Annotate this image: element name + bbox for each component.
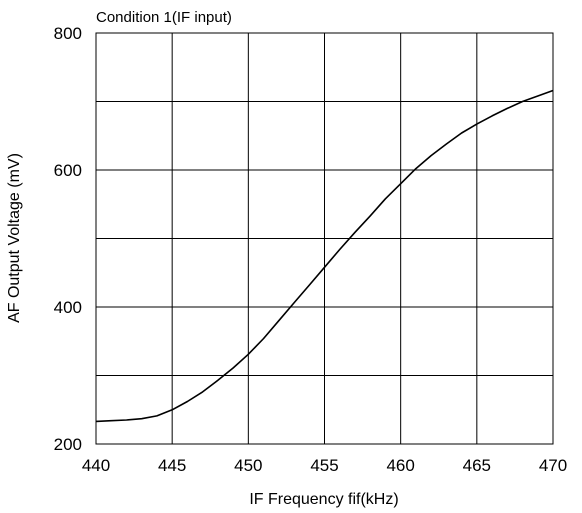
y-tick-label: 400	[54, 298, 82, 317]
x-tick-label: 470	[539, 456, 567, 475]
y-tick-label: 200	[54, 435, 82, 454]
x-tick-label: 440	[82, 456, 110, 475]
y-tick-label: 600	[54, 161, 82, 180]
y-tick-label: 800	[54, 24, 82, 43]
x-tick-label: 455	[310, 456, 338, 475]
x-axis-label: IF Frequency fif(kHz)	[249, 491, 398, 508]
series-layer	[95, 89, 554, 423]
x-tick-label: 450	[234, 456, 262, 475]
chart-title: Condition 1(IF input)	[96, 9, 232, 26]
y-axis-label: AF Output Voltage (mV)	[6, 153, 23, 323]
x-tick-label: 445	[158, 456, 186, 475]
series-line	[95, 89, 554, 423]
x-tick-label: 460	[386, 456, 414, 475]
plot-area-frame	[95, 32, 554, 445]
x-tick-label: 465	[463, 456, 491, 475]
tick-labels: 440 445 450 455 460 465 470 200 400 600 800	[54, 24, 568, 475]
